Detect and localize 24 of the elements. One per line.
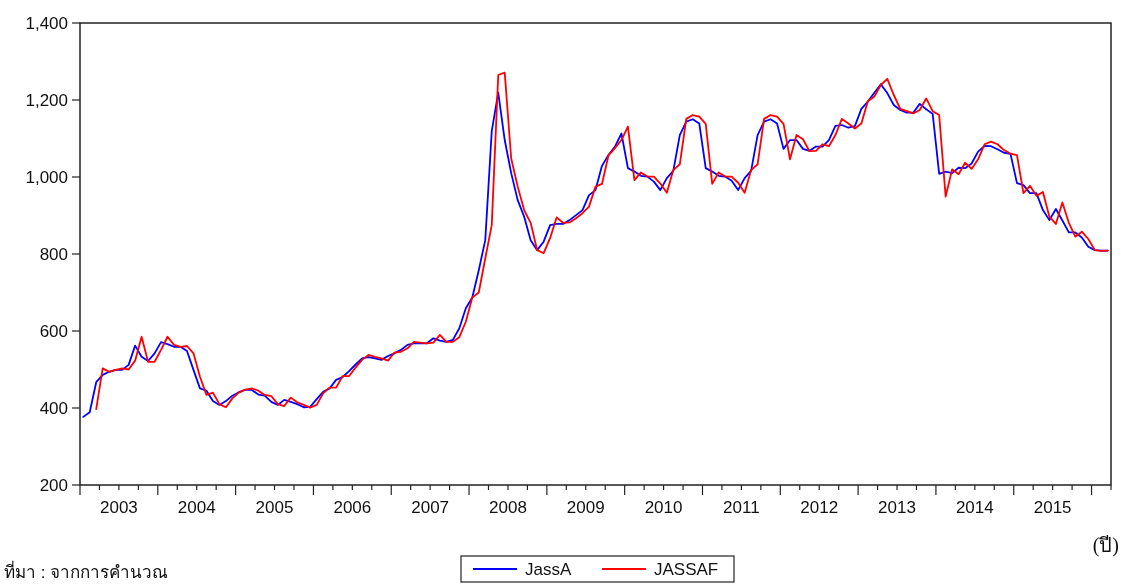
x-tick-label: 2015 bbox=[1033, 498, 1072, 517]
x-tick-label: 2014 bbox=[955, 498, 994, 517]
y-tick-label: 800 bbox=[39, 245, 68, 264]
x-tick-label: 2003 bbox=[99, 498, 138, 517]
x-axis-title: (ปี) bbox=[1092, 534, 1119, 557]
x-tick-label: 2008 bbox=[489, 498, 527, 517]
x-tick-label: 2009 bbox=[566, 498, 605, 517]
x-tick-label: 2011 bbox=[723, 498, 760, 517]
x-tick-label: 2013 bbox=[878, 498, 916, 517]
x-tick-label: 2012 bbox=[800, 498, 839, 517]
y-tick-label: 1,200 bbox=[25, 91, 68, 110]
x-tick-label: 2004 bbox=[177, 498, 216, 517]
y-tick-label: 400 bbox=[39, 399, 68, 418]
x-tick-label: 2010 bbox=[644, 498, 683, 517]
y-tick-label: 600 bbox=[39, 322, 68, 341]
text: ที่มา : จากการคำนวณ bbox=[4, 560, 169, 582]
x-tick-label: 2005 bbox=[255, 498, 294, 517]
y-tick-label: 1,400 bbox=[25, 14, 68, 33]
y-tick-label: 200 bbox=[39, 476, 68, 495]
legend-label: JassA bbox=[525, 560, 572, 579]
y-tick-label: 1,000 bbox=[25, 168, 68, 187]
x-tick-label: 2006 bbox=[333, 498, 372, 517]
x-tick-label: 2007 bbox=[411, 498, 450, 517]
legend-label: JASSAF bbox=[654, 560, 719, 579]
